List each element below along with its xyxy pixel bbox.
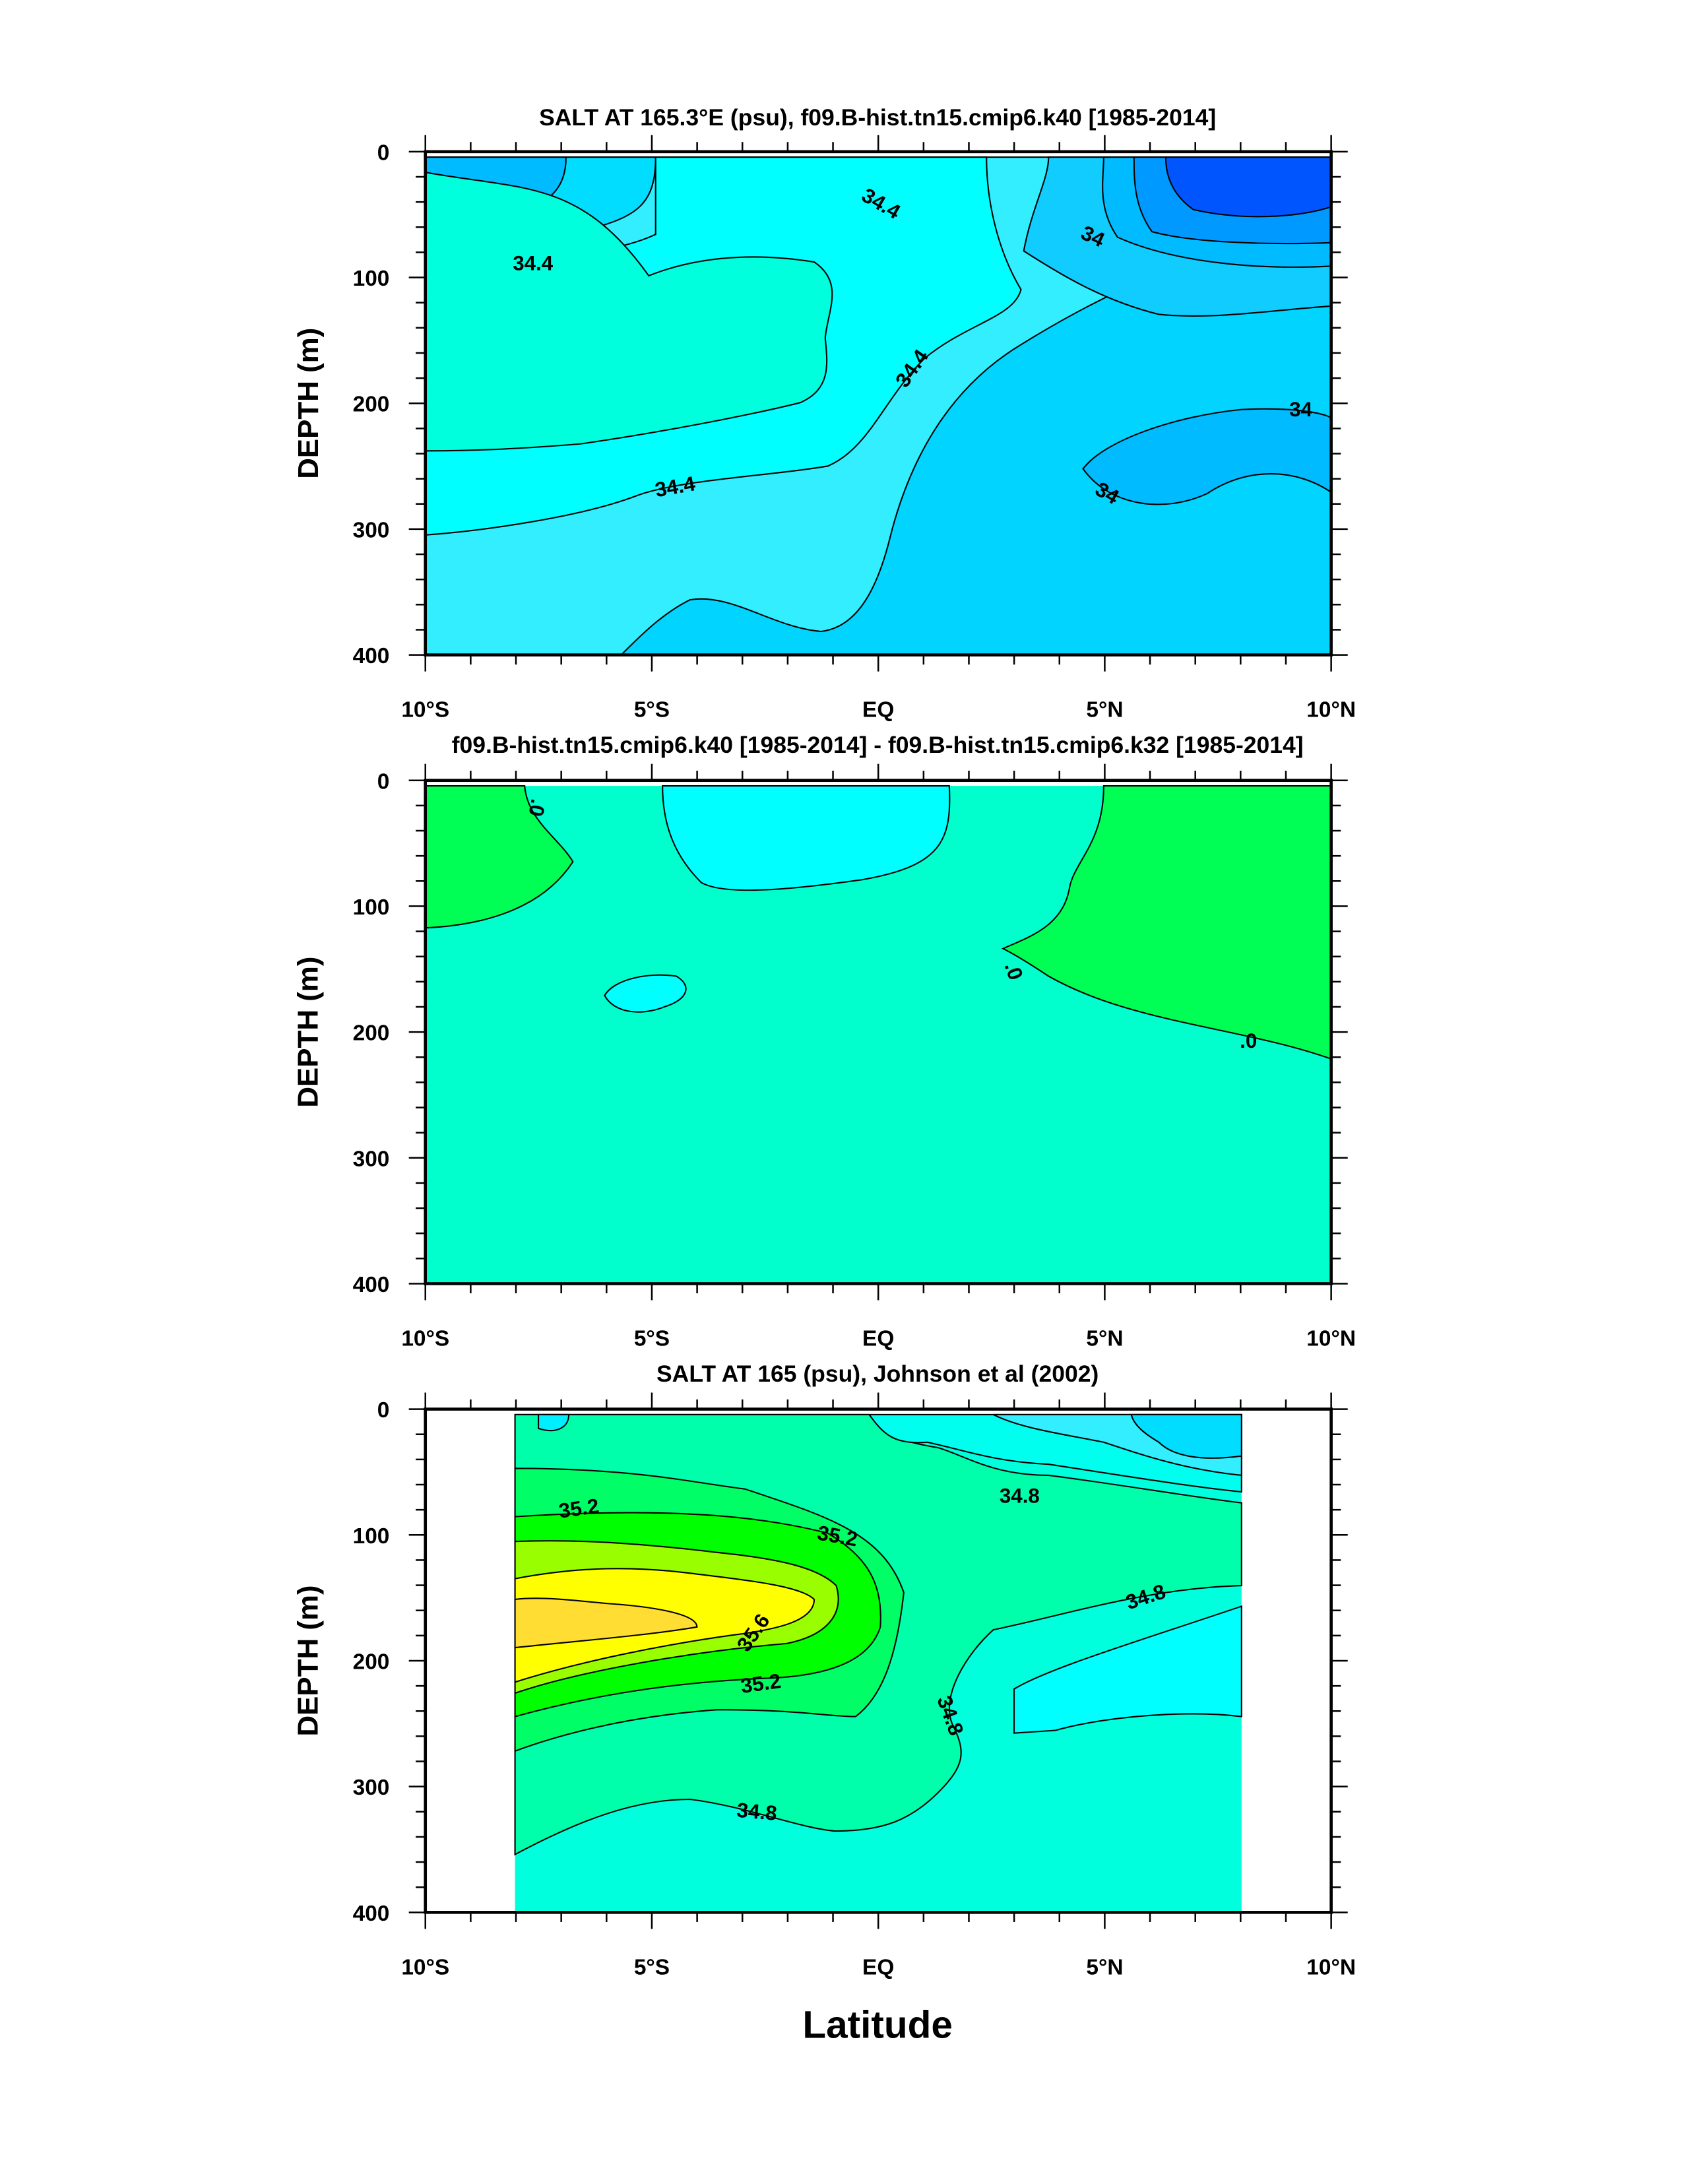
contour-fills [426,1410,1330,1913]
x-tick-label: 10°N [1306,698,1356,723]
contour-label: 34.4 [513,252,554,275]
y-tick-label: 300 [353,1147,390,1171]
y-tick-label: 200 [353,1021,390,1046]
y-tick-label: 400 [353,1273,390,1297]
contour-label: 34.8 [1000,1485,1040,1508]
fill-negative-blob [604,974,687,1013]
x-tick-label: EQ [862,1955,894,1979]
fill-level-33-8 [1164,156,1332,218]
x-tick-label: 5°N [1086,1326,1123,1351]
contour-label: 35.2 [740,1669,782,1698]
fill-level-34-5 [424,171,833,452]
panel-difference: f09.B-hist.tn15.cmip6.k40 [1985-2014] - … [424,732,1332,1284]
axes-panel-1: 10°S 5°S EQ 5°N 10°N 0 100 200 300 400 DEPTH (m) [292,135,1356,723]
x-tick-label: 5°S [634,1326,670,1351]
x-tick-label: 10°S [401,1955,449,1979]
fill-topleft [538,1413,570,1432]
x-tick-label: 5°S [634,1955,670,1979]
panel-title: f09.B-hist.tn15.cmip6.k40 [1985-2014] - … [452,732,1304,758]
contour-label: 34.8 [736,1799,778,1825]
y-tick-label: 100 [353,895,390,920]
contour-label: .0 [1240,1029,1257,1052]
panel-observations: SALT AT 165 (psu), Johnson et al (2002) … [426,1361,1330,1913]
y-axis-label: DEPTH (m) [292,957,325,1108]
no-data-right [1242,1410,1330,1913]
fill-level-35-9 [514,1597,698,1649]
contour-fills [424,785,1332,1284]
y-tick-label: 300 [353,1776,390,1800]
contour-label: .0 [524,797,550,818]
x-tick-label: 10°N [1306,1326,1356,1351]
x-tick-label: 5°N [1086,1955,1123,1979]
x-axis-label: Latitude [802,2003,952,2046]
y-tick-label: 400 [353,1902,390,1926]
fill-topright-b [1130,1413,1242,1459]
y-tick-label: 0 [377,141,390,165]
x-tick-label: 10°N [1306,1955,1356,1979]
axes-panel-3: 10°S 5°S EQ 5°N 10°N 0 100 200 300 400 DEPTH (m) [292,1392,1356,1979]
no-data-left [426,1410,514,1913]
y-tick-label: 100 [353,1524,390,1549]
fill-positive-right [1001,785,1332,1060]
x-tick-label: 5°S [634,698,670,723]
panel-title: SALT AT 165.3°E (psu), f09.B-hist.tn15.c… [539,104,1216,131]
y-tick-label: 200 [353,1650,390,1675]
y-tick-label: 200 [353,393,390,417]
y-tick-label: 100 [353,267,390,291]
y-tick-label: 0 [377,1398,390,1423]
x-tick-label: EQ [862,1326,894,1351]
y-axis-label: DEPTH (m) [292,328,325,479]
x-tick-label: EQ [862,698,894,723]
y-axis-label: DEPTH (m) [292,1585,325,1736]
panel-model-salinity: SALT AT 165.3°E (psu), f09.B-hist.tn15.c… [424,104,1332,656]
axes-panel-2: 10°S 5°S EQ 5°N 10°N 0 100 200 300 400 DEPTH (m) [292,763,1356,1351]
contour-label: 34 [1289,398,1312,421]
fill-negative-top [662,785,951,891]
fill-level-34-6 [1013,1605,1242,1734]
x-tick-label: 5°N [1086,698,1123,723]
x-tick-label: 10°S [401,1326,449,1351]
fill-positive-left [424,785,574,929]
panel-title: SALT AT 165 (psu), Johnson et al (2002) [656,1361,1099,1387]
contour-label: 35.2 [558,1494,600,1523]
y-tick-label: 400 [353,644,390,668]
y-tick-label: 0 [377,769,390,794]
x-tick-label: 10°S [401,698,449,723]
y-tick-label: 300 [353,518,390,542]
contour-fills [424,156,1332,656]
contour-labels: .0 .0 .0 [524,797,1257,1052]
